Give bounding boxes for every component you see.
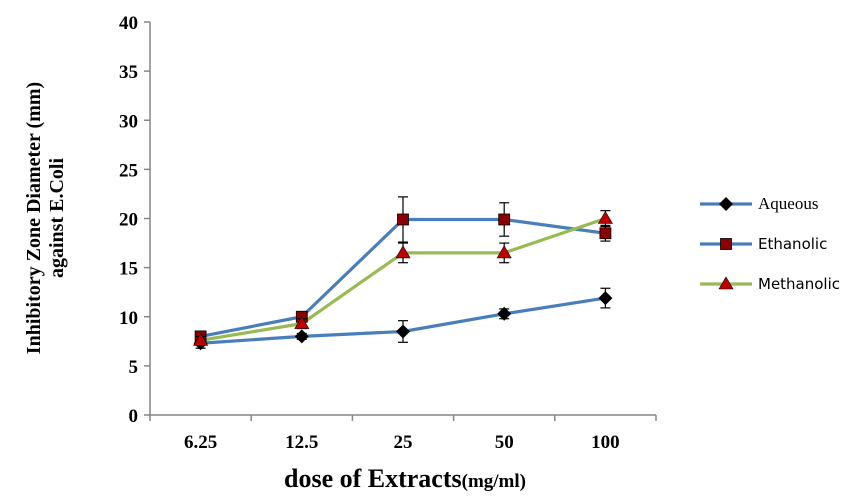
data-point-methanolic: [496, 245, 512, 259]
y-tick-label: 15: [119, 259, 138, 280]
y-tick-label: 35: [119, 62, 138, 83]
data-point-methanolic: [395, 245, 411, 259]
y-tick-label: 30: [119, 111, 138, 132]
x-tick-label: 25: [394, 432, 413, 453]
legend-marker: [720, 238, 732, 250]
legend-marker: [718, 276, 734, 290]
y-tick-label: 0: [129, 406, 139, 427]
y-axis-label-line2: against E.Coli: [46, 158, 68, 278]
legend-marker: [719, 197, 733, 211]
x-axis-label-main: dose of Extracts: [284, 464, 462, 493]
legend: Aqueous Ethanolic Methanolic: [700, 194, 840, 293]
data-point-aqueous: [294, 329, 309, 344]
legend-label: Aqueous: [758, 194, 818, 213]
data-point-ethanolic: [599, 227, 612, 240]
legend-label: Ethanolic: [758, 235, 827, 253]
y-axis-label-line1: Inhibitory Zone Diameter (mm): [23, 82, 45, 354]
x-tick-label: 6.25: [184, 432, 217, 453]
data-point-aqueous: [396, 324, 410, 339]
data-point-methanolic: [597, 210, 613, 224]
y-axis-label: Inhibitory Zone Diameter (mm) against E.…: [23, 82, 68, 354]
y-tick-label: 10: [119, 308, 138, 329]
legend-label: Methanolic: [758, 275, 840, 293]
data-point-ethanolic: [397, 213, 409, 226]
x-tick-label: 100: [591, 432, 620, 453]
x-tick-label: 50: [495, 432, 514, 453]
legend-item-ethanolic: Ethanolic: [700, 235, 827, 253]
y-ticks: 0 5 10 15 20 25 30 35 40: [119, 13, 150, 427]
y-tick-label: 20: [119, 210, 138, 231]
y-tick-label: 5: [129, 357, 139, 378]
y-tick-label: 25: [119, 160, 138, 181]
legend-item-aqueous: Aqueous: [700, 194, 818, 213]
x-tick-label: 12.5: [285, 432, 318, 453]
series-layer: [193, 196, 613, 351]
x-axis-label: dose of Extracts(mg/ml): [284, 464, 526, 493]
y-tick-label: 40: [119, 13, 138, 34]
x-axis-label-unit: (mg/ml): [462, 471, 526, 492]
legend-item-methanolic: Methanolic: [700, 275, 840, 293]
x-ticks: 6.25 12.5 25 50 100: [149, 415, 657, 453]
data-point-aqueous: [598, 291, 613, 306]
series-markers: [193, 196, 613, 351]
data-point-methanolic: [193, 332, 209, 346]
data-point-aqueous: [497, 306, 512, 321]
data-point-ethanolic: [498, 213, 511, 226]
data-point-methanolic: [294, 316, 310, 329]
